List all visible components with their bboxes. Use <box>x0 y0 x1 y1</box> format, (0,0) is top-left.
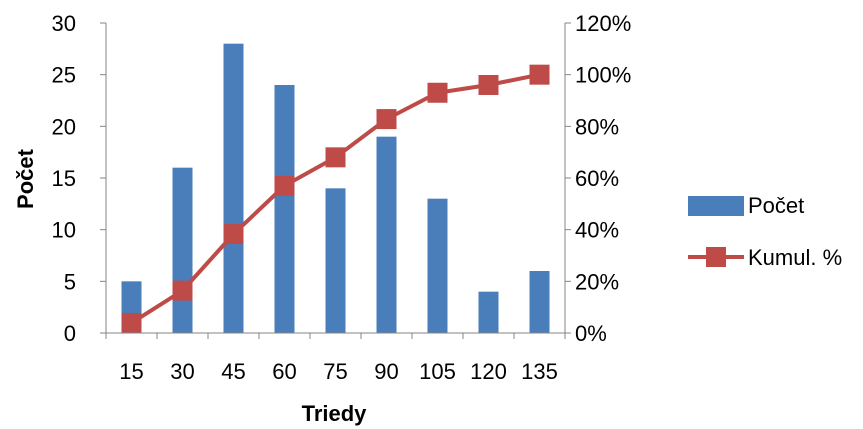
line-marker <box>376 109 397 130</box>
x-tick-label: 120 <box>470 359 507 384</box>
x-tick-label: 60 <box>272 359 296 384</box>
x-axis-ticks: 15 30 45 60 75 90 105 120 135 <box>105 333 566 384</box>
legend: Počet Kumul. % <box>688 193 842 270</box>
y-tick-label: 0 <box>64 321 76 346</box>
x-tick-label: 90 <box>374 359 398 384</box>
legend-label-line: Kumul. % <box>748 245 842 270</box>
y2-tick-label: 20% <box>575 269 619 294</box>
legend-label-bar: Počet <box>748 193 804 218</box>
bar <box>529 271 550 333</box>
line-marker <box>274 175 295 196</box>
x-tick-label: 15 <box>119 359 143 384</box>
x-tick-label: 30 <box>170 359 194 384</box>
y-tick-label: 30 <box>52 11 76 36</box>
y-tick-label: 5 <box>64 269 76 294</box>
line-marker <box>121 312 142 333</box>
bar <box>478 291 499 333</box>
line-marker <box>529 64 550 85</box>
y-tick-label: 25 <box>52 63 76 88</box>
x-tick-label: 75 <box>323 359 347 384</box>
legend-swatch-marker <box>706 247 726 267</box>
line-marker <box>325 147 346 168</box>
y-tick-label: 15 <box>52 166 76 191</box>
line-series <box>121 64 550 333</box>
bar <box>274 85 295 333</box>
x-axis-title: Triedy <box>302 401 368 426</box>
bar <box>172 167 193 333</box>
y-axis-ticks: 0 5 10 15 20 25 30 <box>52 11 106 346</box>
bar-series <box>121 43 550 334</box>
x-tick-label: 105 <box>419 359 456 384</box>
y-tick-label: 20 <box>52 114 76 139</box>
plot-area: 0 5 10 15 20 25 30 0% 20% 40% 60% 80% 100% 120% 15 30… <box>52 11 632 384</box>
line-marker <box>478 75 499 95</box>
line-marker <box>223 224 244 245</box>
y-axis-title: Počet <box>13 148 38 209</box>
y2-tick-label: 120% <box>575 11 631 36</box>
x-tick-label: 45 <box>221 359 245 384</box>
y2-tick-label: 0% <box>575 321 607 346</box>
y2-tick-label: 40% <box>575 218 619 243</box>
y2-tick-label: 60% <box>575 166 619 191</box>
legend-swatch-bar <box>688 196 744 216</box>
line-marker <box>172 280 193 301</box>
y2-tick-label: 80% <box>575 114 619 139</box>
x-tick-label: 135 <box>521 359 558 384</box>
bar <box>325 188 346 333</box>
line-marker <box>427 82 448 103</box>
bar <box>223 43 244 334</box>
bar <box>427 198 448 333</box>
y2-tick-label: 100% <box>575 63 631 88</box>
y2-axis-ticks: 0% 20% 40% 60% 80% 100% 120% <box>565 11 631 346</box>
bar <box>376 136 397 333</box>
y-tick-label: 10 <box>52 218 76 243</box>
